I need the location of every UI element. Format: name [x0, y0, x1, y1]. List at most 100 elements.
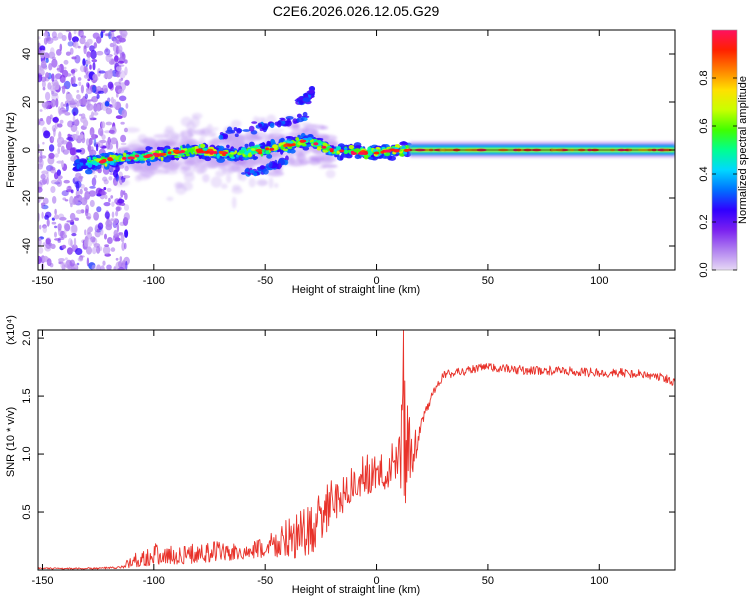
noise-speckle [63, 222, 70, 231]
spectral-peak [283, 144, 287, 148]
noise-speckle [125, 217, 128, 221]
noise-speckle [50, 243, 56, 249]
noise-speckle [69, 212, 76, 221]
noise-speckle [104, 101, 110, 107]
noise-speckle [69, 147, 76, 156]
noise-speckle [102, 245, 111, 255]
noise-speckle [86, 38, 93, 45]
noise-speckle [116, 66, 121, 71]
noise-speckle [115, 71, 121, 78]
noise-speckle [89, 45, 95, 52]
noise-speckle [64, 257, 68, 261]
noise-speckle [59, 43, 63, 52]
noise-speckle [91, 177, 97, 187]
spectral-branch [236, 127, 242, 134]
x-tick-label: -100 [143, 275, 165, 287]
noise-speckle [38, 118, 41, 126]
spectral-halo [269, 133, 274, 140]
noise-speckle [97, 222, 104, 230]
noise-speckle [117, 267, 125, 270]
noise-speckle [117, 64, 125, 67]
noise-speckle [83, 187, 88, 192]
spectral-peak [258, 151, 263, 155]
spectral-branch [242, 129, 251, 132]
noise-speckle [110, 30, 115, 40]
noise-speckle [105, 53, 112, 63]
spectral-core [177, 155, 181, 158]
spectral-core [261, 148, 265, 153]
noise-speckle [89, 64, 92, 70]
noise-speckle [57, 175, 63, 180]
noise-speckle [122, 175, 131, 179]
spectral-branch [298, 96, 304, 101]
spectral-halo [124, 127, 141, 133]
noise-speckle [92, 112, 99, 116]
spectral-branch [233, 127, 238, 131]
noise-speckle [55, 74, 58, 82]
spectrogram-y-label: Frequency (Hz) [5, 112, 17, 188]
noise-speckle [116, 39, 119, 44]
spectral-core [203, 153, 208, 156]
noise-speckle [39, 118, 44, 122]
spectral-core [368, 151, 373, 156]
spectral-core [85, 169, 93, 175]
noise-speckle [70, 76, 74, 86]
spectral-peak [373, 151, 380, 155]
spectral-core [213, 153, 217, 157]
spectral-branch [245, 168, 250, 173]
noise-speckle [120, 121, 125, 125]
snr-y-axis: 0.5 1.0 1.5 2.0 [21, 330, 675, 520]
noise-speckle [45, 238, 51, 245]
noise-speckle [103, 88, 108, 94]
spectrogram-marks [38, 30, 675, 270]
spectral-peak [209, 151, 214, 155]
noise-speckle [114, 237, 121, 242]
spectral-core [354, 154, 361, 160]
noise-speckle [73, 198, 79, 205]
spectral-core [200, 143, 206, 148]
noise-speckle [104, 194, 108, 200]
spectral-branch [248, 125, 255, 132]
spectral-core [266, 154, 273, 159]
noise-speckle [58, 260, 62, 265]
noise-speckle [38, 72, 43, 83]
spectral-halo [226, 174, 232, 184]
noise-speckle [96, 245, 101, 254]
spectral-halo [268, 128, 285, 133]
noise-speckle [43, 32, 49, 37]
noise-speckle [58, 131, 62, 140]
y-tick-label: 40 [21, 48, 33, 60]
noise-speckle [56, 178, 62, 187]
spectral-core [285, 136, 294, 139]
noise-speckle [38, 181, 43, 190]
noise-speckle [113, 60, 119, 66]
noise-speckle [61, 190, 69, 197]
noise-speckle [51, 124, 57, 132]
noise-speckle [83, 119, 89, 127]
noise-speckle [69, 259, 76, 267]
colorbar-label: Normalized spectral amplitude [737, 76, 749, 224]
spectral-core [307, 137, 313, 141]
spectral-halo [268, 177, 274, 189]
spectral-core [119, 155, 123, 159]
noise-speckle [63, 66, 67, 70]
noise-speckle [108, 129, 115, 134]
noise-speckle [66, 247, 73, 255]
spectral-core [282, 148, 288, 151]
noise-speckle [115, 140, 119, 150]
noise-speckle [52, 87, 60, 91]
noise-speckle [89, 117, 97, 121]
spectral-branch [278, 162, 282, 169]
noise-speckle [92, 32, 100, 39]
noise-speckle [42, 178, 47, 185]
x-tick-label: 50 [482, 575, 494, 587]
noise-speckle [118, 78, 122, 85]
spectral-peak [300, 139, 307, 143]
spectral-halo [287, 157, 295, 165]
noise-speckle [83, 74, 89, 79]
noise-speckle [79, 132, 84, 139]
noise-speckle [82, 58, 86, 66]
spectral-branch [241, 172, 247, 175]
noise-speckle [84, 229, 87, 236]
noise-speckle [97, 140, 104, 148]
